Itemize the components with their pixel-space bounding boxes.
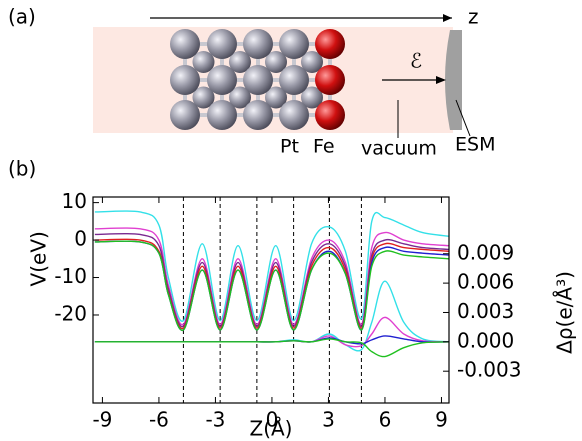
x-axis-label: Z(Å) [250, 417, 293, 441]
data-line [94, 280, 450, 352]
pointer-line [455, 99, 471, 137]
arrowhead [443, 14, 452, 22]
x-tick-label: 6 [379, 408, 392, 432]
y2-tick-label: 0.000 [457, 328, 514, 352]
atom-back [301, 51, 323, 73]
y2-axis-label: Δρ(e/Å³) [553, 271, 577, 354]
panel-label: (a) [8, 5, 36, 29]
atom-back [265, 51, 287, 73]
atom [243, 100, 273, 130]
plot-frame [92, 196, 450, 404]
atom-label: Pt [280, 136, 299, 158]
atom [170, 29, 200, 59]
y-tick-label: 10 [62, 189, 87, 213]
y-axis-label: V(eV) [27, 231, 51, 286]
y-tick-label: 0 [74, 227, 87, 251]
atom [243, 65, 273, 95]
axis-label: z [468, 5, 479, 29]
data-line [94, 232, 450, 328]
atom [207, 29, 237, 59]
atom-back [229, 86, 251, 109]
atom [207, 100, 237, 130]
x-tick-label: -3 [205, 408, 225, 432]
region-label: vacuum [361, 138, 437, 160]
atom [315, 65, 345, 95]
atom [170, 65, 200, 95]
x-tick-label: 9 [435, 408, 448, 432]
atom-label: Fe [313, 136, 335, 158]
atom [279, 65, 309, 95]
field-label: ℰ [410, 49, 422, 73]
atom [315, 100, 345, 130]
y2-tick-label: 0.009 [457, 240, 514, 264]
y2-tick-label: -0.003 [457, 358, 521, 382]
atom [170, 100, 200, 130]
atom-back [265, 86, 287, 109]
x-tick-label: 3 [322, 408, 335, 432]
data-line [94, 335, 450, 345]
data-line [94, 240, 450, 331]
atom [279, 100, 309, 130]
chart: -9 -6 -3 0 3 6 9 10 0 -10 -20 0.009 0.006 0.003 0.000 -… [27, 189, 577, 440]
atom-back [192, 86, 215, 109]
arrowhead [436, 76, 446, 84]
atom [243, 29, 273, 59]
atom-back [229, 51, 251, 73]
region-label: ESM [455, 134, 495, 156]
y2-tick-label: 0.003 [457, 299, 514, 323]
atom-back [192, 51, 215, 73]
x-tick-label: 0 [266, 408, 279, 432]
x-tick-label: -9 [92, 408, 112, 432]
y2-tick-label: 0.006 [457, 270, 514, 294]
y-tick-label: -20 [54, 301, 87, 325]
atom-lattice [170, 29, 345, 130]
y-tick-label: -10 [54, 264, 87, 288]
panel-label: (b) [8, 157, 36, 181]
esm-electrode [445, 30, 462, 130]
atom [315, 29, 345, 59]
x-tick-label: -6 [149, 408, 169, 432]
atom-back [301, 86, 323, 109]
atom [207, 65, 237, 95]
data-line [94, 210, 450, 322]
atom [279, 29, 309, 59]
data-line [94, 338, 450, 358]
